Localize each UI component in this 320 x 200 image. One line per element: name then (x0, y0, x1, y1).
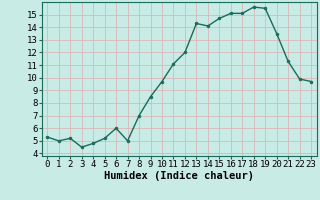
X-axis label: Humidex (Indice chaleur): Humidex (Indice chaleur) (104, 171, 254, 181)
